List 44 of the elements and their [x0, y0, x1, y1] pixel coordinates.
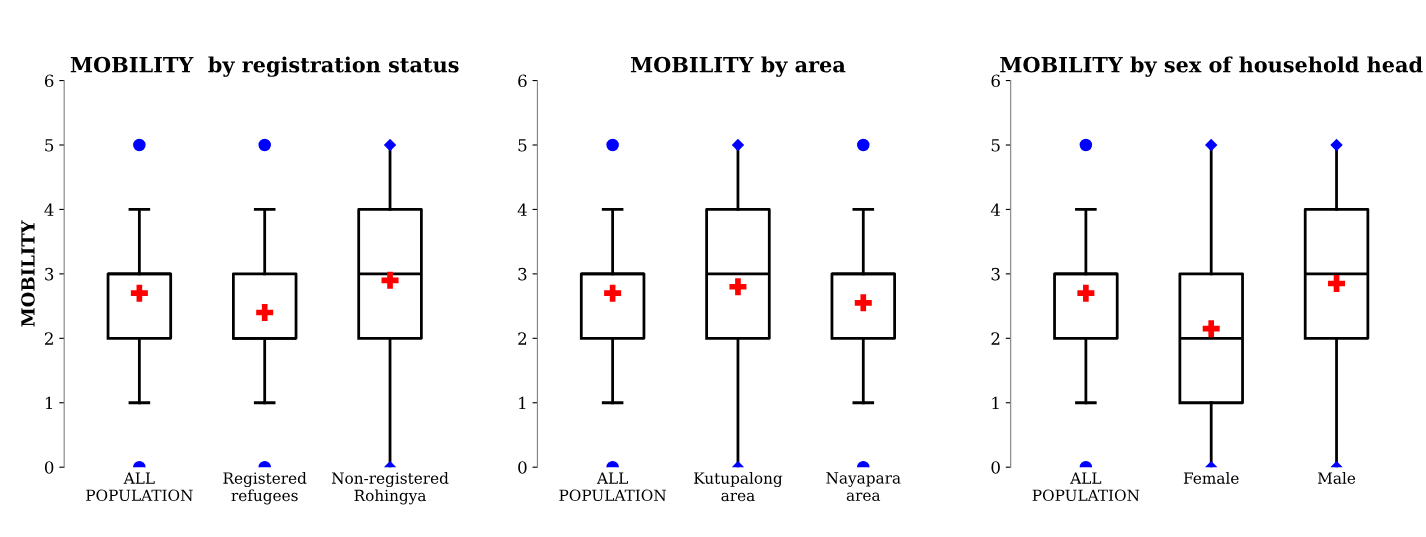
point: [604, 284, 622, 302]
y-axis-title: MOBILITY: [21, 220, 35, 327]
y-tick-label: 6: [44, 74, 54, 88]
chart-title: MOBILITY by area: [630, 56, 846, 77]
point: [130, 284, 148, 302]
x-tick-label: ALL POPULATION: [86, 472, 193, 501]
x-tick-label: ALL POPULATION: [1032, 472, 1140, 501]
x-tick-label: Non-registered Rohingya: [331, 472, 449, 505]
y-tick-label: 1: [45, 396, 53, 410]
point: [1205, 138, 1218, 152]
y-tick-label: 5: [991, 139, 1000, 152]
chart-title: MOBILITY by registration status: [70, 56, 459, 77]
chart-title: MOBILITY by sex of household head: [1000, 56, 1423, 77]
y-tick-label: 4: [517, 203, 527, 216]
point: [1202, 320, 1220, 338]
y-tick-label: 2: [518, 332, 527, 345]
y-tick-label: 6: [991, 74, 1000, 88]
point: [1330, 138, 1343, 152]
x-tick-label: Registered refugees: [223, 472, 307, 505]
x-tick-label: ALL POPULATION: [559, 472, 667, 501]
y-tick-label: 4: [44, 203, 54, 216]
y-tick-label: 2: [991, 332, 1000, 345]
x-tick-label: Female: [1183, 472, 1239, 484]
x-tick-label: Male: [1317, 472, 1356, 484]
y-tick-label: 1: [992, 396, 999, 410]
y-tick-label: 3: [991, 267, 1000, 281]
y-tick-label: 3: [518, 267, 527, 281]
y-tick-label: 0: [991, 461, 1000, 474]
y-tick-label: 2: [44, 332, 53, 345]
y-tick-label: 0: [518, 461, 527, 474]
y-tick-label: 5: [518, 139, 527, 152]
point: [1328, 275, 1346, 293]
point: [1077, 284, 1095, 302]
x-tick-label: Nayapara area: [826, 472, 901, 501]
y-tick-label: 6: [518, 74, 527, 88]
y-tick-label: 0: [44, 461, 54, 474]
y-tick-label: 1: [519, 396, 526, 410]
point: [729, 278, 747, 296]
point: [383, 138, 397, 152]
y-tick-label: 4: [990, 203, 1001, 216]
y-tick-label: 5: [45, 139, 54, 152]
point: [381, 271, 399, 289]
x-tick-label: Kutupalong area: [694, 472, 783, 502]
y-tick-label: 3: [45, 267, 54, 281]
